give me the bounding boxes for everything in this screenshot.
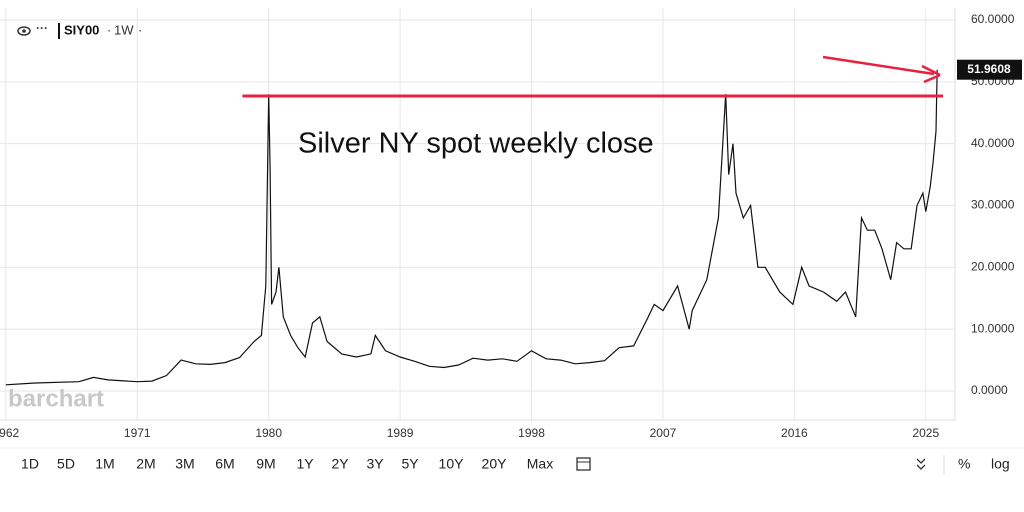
- percent-button[interactable]: %: [958, 456, 970, 472]
- watermark: barchart: [8, 385, 104, 412]
- calendar-body: [576, 457, 591, 471]
- log-button[interactable]: log: [991, 456, 1010, 472]
- x-tick-label: 1998: [518, 426, 545, 440]
- range-button[interactable]: 5D: [57, 456, 75, 472]
- y-tick-label: 30.0000: [971, 198, 1015, 212]
- y-tick-label: 60.0000: [971, 12, 1015, 26]
- price-line: [5, 69, 938, 386]
- range-button[interactable]: 1M: [95, 456, 114, 472]
- y-tick-label: 10.0000: [971, 321, 1015, 335]
- x-tick-label: 1980: [255, 426, 282, 440]
- annotation: Silver NY spot weekly close: [298, 128, 654, 160]
- dot: ·: [107, 22, 111, 37]
- range-button[interactable]: Max: [527, 456, 553, 472]
- menu-dots[interactable]: ···: [36, 21, 48, 35]
- legend: ··· SIY00 · 1W ·: [17, 21, 142, 39]
- x-tick-label: 2007: [650, 426, 677, 440]
- x-tick-label: 2025: [912, 426, 939, 440]
- dot: ·: [138, 22, 142, 37]
- range-button[interactable]: 20Y: [482, 456, 508, 472]
- eye-pupil: [22, 29, 26, 33]
- toolbar: 1D 5D 1M 2M 3M 6M 9M 1Y 2Y 3Y 5Y 10Y 20Y Max: [21, 456, 553, 472]
- x-tick-label: 1989: [387, 426, 414, 440]
- range-button[interactable]: 10Y: [439, 456, 465, 472]
- range-button[interactable]: 3M: [175, 456, 194, 472]
- range-button[interactable]: 1Y: [296, 456, 314, 472]
- arrow-shaft: [822, 55, 935, 76]
- x-tick-label: 1962: [0, 426, 20, 440]
- range-button[interactable]: 3Y: [366, 456, 384, 472]
- y-tick-label: 20.0000: [971, 260, 1015, 274]
- collapse-icon[interactable]: [916, 458, 926, 470]
- range-button[interactable]: 6M: [215, 456, 234, 472]
- y-tick-label: 0.0000: [971, 383, 1008, 397]
- calendar-icon[interactable]: [576, 457, 591, 471]
- legend-swatch: [58, 23, 60, 39]
- price-label: 51.9608: [967, 62, 1011, 76]
- eye-icon[interactable]: [17, 26, 31, 36]
- symbol: SIY00: [64, 22, 99, 37]
- range-button[interactable]: 2Y: [331, 456, 349, 472]
- x-tick-label: 1971: [124, 426, 151, 440]
- y-tick-label: 40.0000: [971, 136, 1015, 150]
- arrow-head: [921, 64, 941, 84]
- x-tick-label: 2016: [781, 426, 808, 440]
- price-badge: [957, 59, 1022, 80]
- range-button[interactable]: 2M: [136, 456, 155, 472]
- plot-area: [0, 8, 955, 420]
- range-button[interactable]: 5Y: [401, 456, 419, 472]
- range-button[interactable]: 1D: [21, 456, 39, 472]
- range-button[interactable]: 9M: [256, 456, 275, 472]
- interval: 1W: [114, 22, 134, 37]
